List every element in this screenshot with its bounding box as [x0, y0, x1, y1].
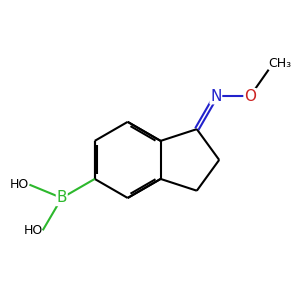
Text: HO: HO	[10, 178, 29, 191]
Text: O: O	[244, 89, 256, 104]
Text: N: N	[210, 89, 221, 104]
Text: CH₃: CH₃	[268, 57, 292, 70]
Text: HO: HO	[23, 224, 43, 237]
Text: B: B	[56, 190, 67, 206]
